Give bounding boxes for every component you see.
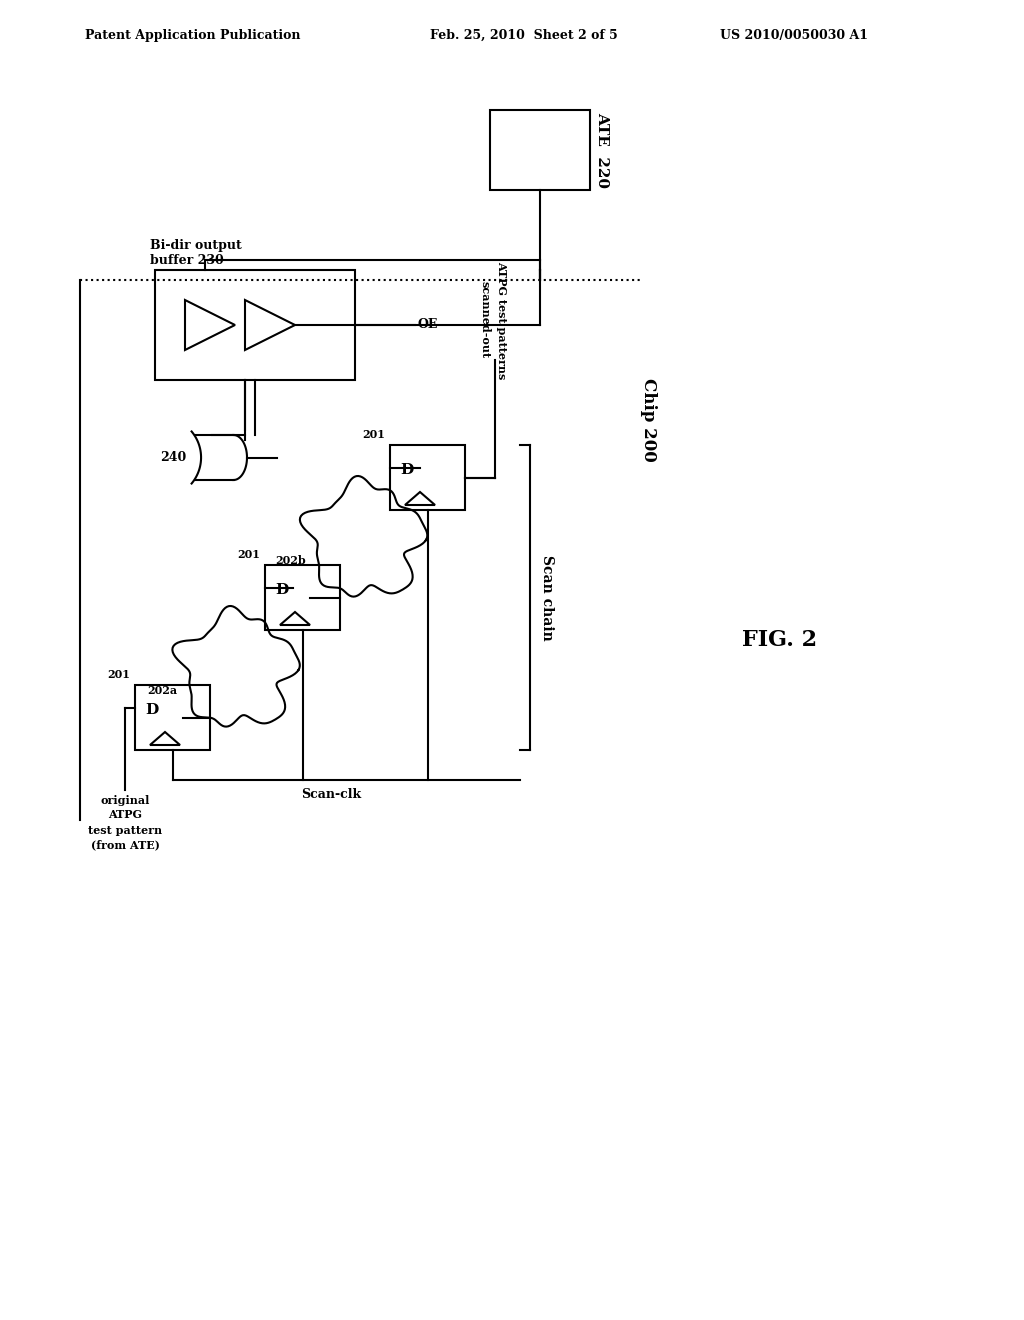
Text: ATE  220: ATE 220 [595, 112, 609, 187]
Text: 240: 240 [160, 451, 186, 465]
Bar [155, 271, 355, 380]
Text: Bi-dir output: Bi-dir output [150, 239, 242, 252]
Text: Patent Application Publication: Patent Application Publication [85, 29, 300, 41]
Bar [490, 110, 590, 190]
Text: D: D [275, 582, 288, 597]
Text: FIG. 2: FIG. 2 [742, 630, 817, 651]
Text: 201: 201 [108, 669, 130, 680]
Text: Feb. 25, 2010  Sheet 2 of 5: Feb. 25, 2010 Sheet 2 of 5 [430, 29, 617, 41]
Text: Scan chain: Scan chain [540, 554, 554, 640]
Text: test pattern: test pattern [88, 825, 162, 836]
Text: D: D [400, 462, 414, 477]
Text: (from ATE): (from ATE) [90, 840, 160, 850]
Text: original: original [100, 795, 150, 805]
Text: scanned-out: scanned-out [480, 281, 490, 359]
Text: OE: OE [417, 318, 437, 331]
Bar [135, 685, 210, 750]
Text: 201: 201 [238, 549, 260, 560]
Text: 202a: 202a [147, 685, 177, 696]
Text: Scan-clk: Scan-clk [301, 788, 361, 801]
Text: 201: 201 [362, 429, 385, 440]
Text: US 2010/0050030 A1: US 2010/0050030 A1 [720, 29, 868, 41]
Text: ATPG: ATPG [108, 809, 142, 821]
Bar [265, 565, 340, 630]
Text: 202b: 202b [275, 554, 306, 565]
Bar [390, 445, 465, 510]
Text: Chip 200: Chip 200 [640, 378, 657, 462]
Text: buffer 230: buffer 230 [150, 253, 224, 267]
Text: D: D [145, 702, 159, 717]
Text: ATPG test patterns: ATPG test patterns [496, 261, 507, 379]
